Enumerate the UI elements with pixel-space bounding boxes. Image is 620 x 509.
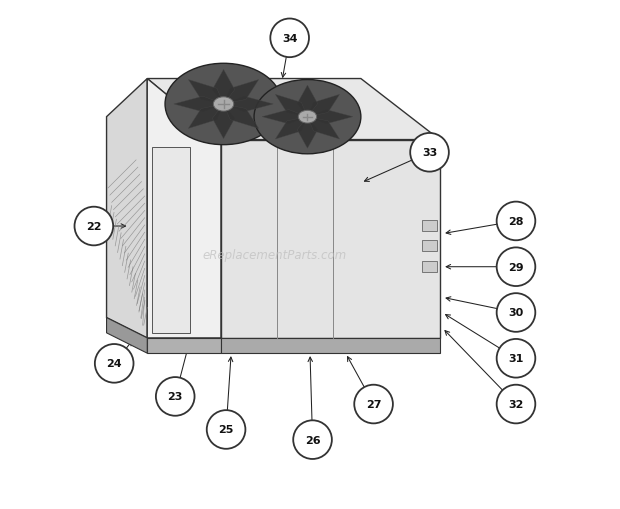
Polygon shape	[153, 148, 190, 333]
Polygon shape	[212, 105, 235, 139]
Bar	[422, 241, 437, 252]
Ellipse shape	[165, 64, 282, 146]
Ellipse shape	[213, 98, 234, 112]
Text: 34: 34	[282, 34, 298, 44]
Polygon shape	[224, 105, 259, 129]
Text: 24: 24	[107, 359, 122, 369]
Bar	[422, 220, 437, 232]
Text: eReplacementParts.com: eReplacementParts.com	[202, 248, 347, 261]
Text: 30: 30	[508, 308, 524, 318]
Polygon shape	[107, 318, 147, 353]
Text: 31: 31	[508, 354, 524, 363]
Polygon shape	[147, 79, 440, 140]
Circle shape	[497, 340, 535, 378]
Polygon shape	[147, 338, 221, 353]
Text: 22: 22	[86, 221, 102, 232]
Circle shape	[354, 385, 393, 423]
Polygon shape	[275, 118, 308, 139]
Text: 29: 29	[508, 262, 524, 272]
Polygon shape	[212, 70, 235, 105]
Polygon shape	[107, 79, 147, 338]
Circle shape	[497, 294, 535, 332]
Polygon shape	[188, 105, 224, 129]
Polygon shape	[308, 118, 340, 139]
Ellipse shape	[298, 111, 317, 124]
Text: 25: 25	[218, 425, 234, 435]
Polygon shape	[297, 118, 317, 149]
Circle shape	[156, 377, 195, 416]
Polygon shape	[308, 110, 353, 125]
Polygon shape	[188, 80, 224, 105]
Ellipse shape	[254, 80, 361, 155]
Polygon shape	[224, 80, 259, 105]
Text: 28: 28	[508, 216, 524, 227]
Circle shape	[497, 248, 535, 287]
Text: 32: 32	[508, 399, 524, 409]
Polygon shape	[297, 86, 317, 118]
Circle shape	[270, 19, 309, 58]
Polygon shape	[224, 97, 273, 112]
Circle shape	[95, 345, 133, 383]
Polygon shape	[275, 95, 308, 118]
Circle shape	[497, 385, 535, 423]
Polygon shape	[221, 140, 440, 338]
Text: 27: 27	[366, 399, 381, 409]
Bar	[422, 261, 437, 272]
Circle shape	[293, 420, 332, 459]
Polygon shape	[221, 338, 440, 353]
Circle shape	[206, 410, 246, 449]
Polygon shape	[262, 110, 308, 125]
Circle shape	[497, 202, 535, 241]
Text: 26: 26	[305, 435, 321, 445]
Polygon shape	[147, 79, 221, 338]
Circle shape	[74, 207, 113, 246]
Polygon shape	[174, 97, 224, 112]
Polygon shape	[308, 95, 340, 118]
Circle shape	[410, 134, 449, 172]
Text: 23: 23	[167, 391, 183, 402]
Text: 33: 33	[422, 148, 437, 158]
